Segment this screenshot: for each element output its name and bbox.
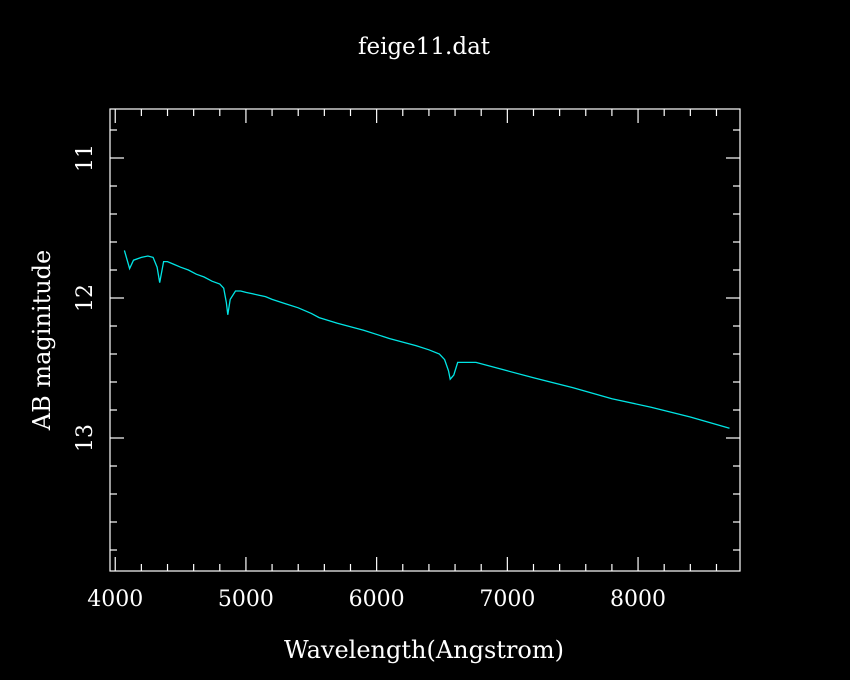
plot-frame [109,108,741,572]
chart-title: feige11.dat [358,34,491,60]
x-axis-title: Wavelength(Angstrom) [284,636,564,664]
x-tick-label: 4000 [87,587,143,612]
x-tick-label: 5000 [218,587,274,612]
axis-tick-labels: 4000 5000 6000 7000 8000 11 12 13 [73,144,666,612]
y-tick-label: 13 [73,424,98,452]
x-tick-label: 7000 [479,587,535,612]
y-tick-label: 11 [73,144,98,172]
x-tick-label: 6000 [349,587,405,612]
y-tick-label: 12 [73,284,98,312]
axis-ticks [110,109,740,571]
y-axis-title: AB maginitude [28,250,56,432]
spectrum-line [123,250,730,429]
x-tick-label: 8000 [610,587,666,612]
